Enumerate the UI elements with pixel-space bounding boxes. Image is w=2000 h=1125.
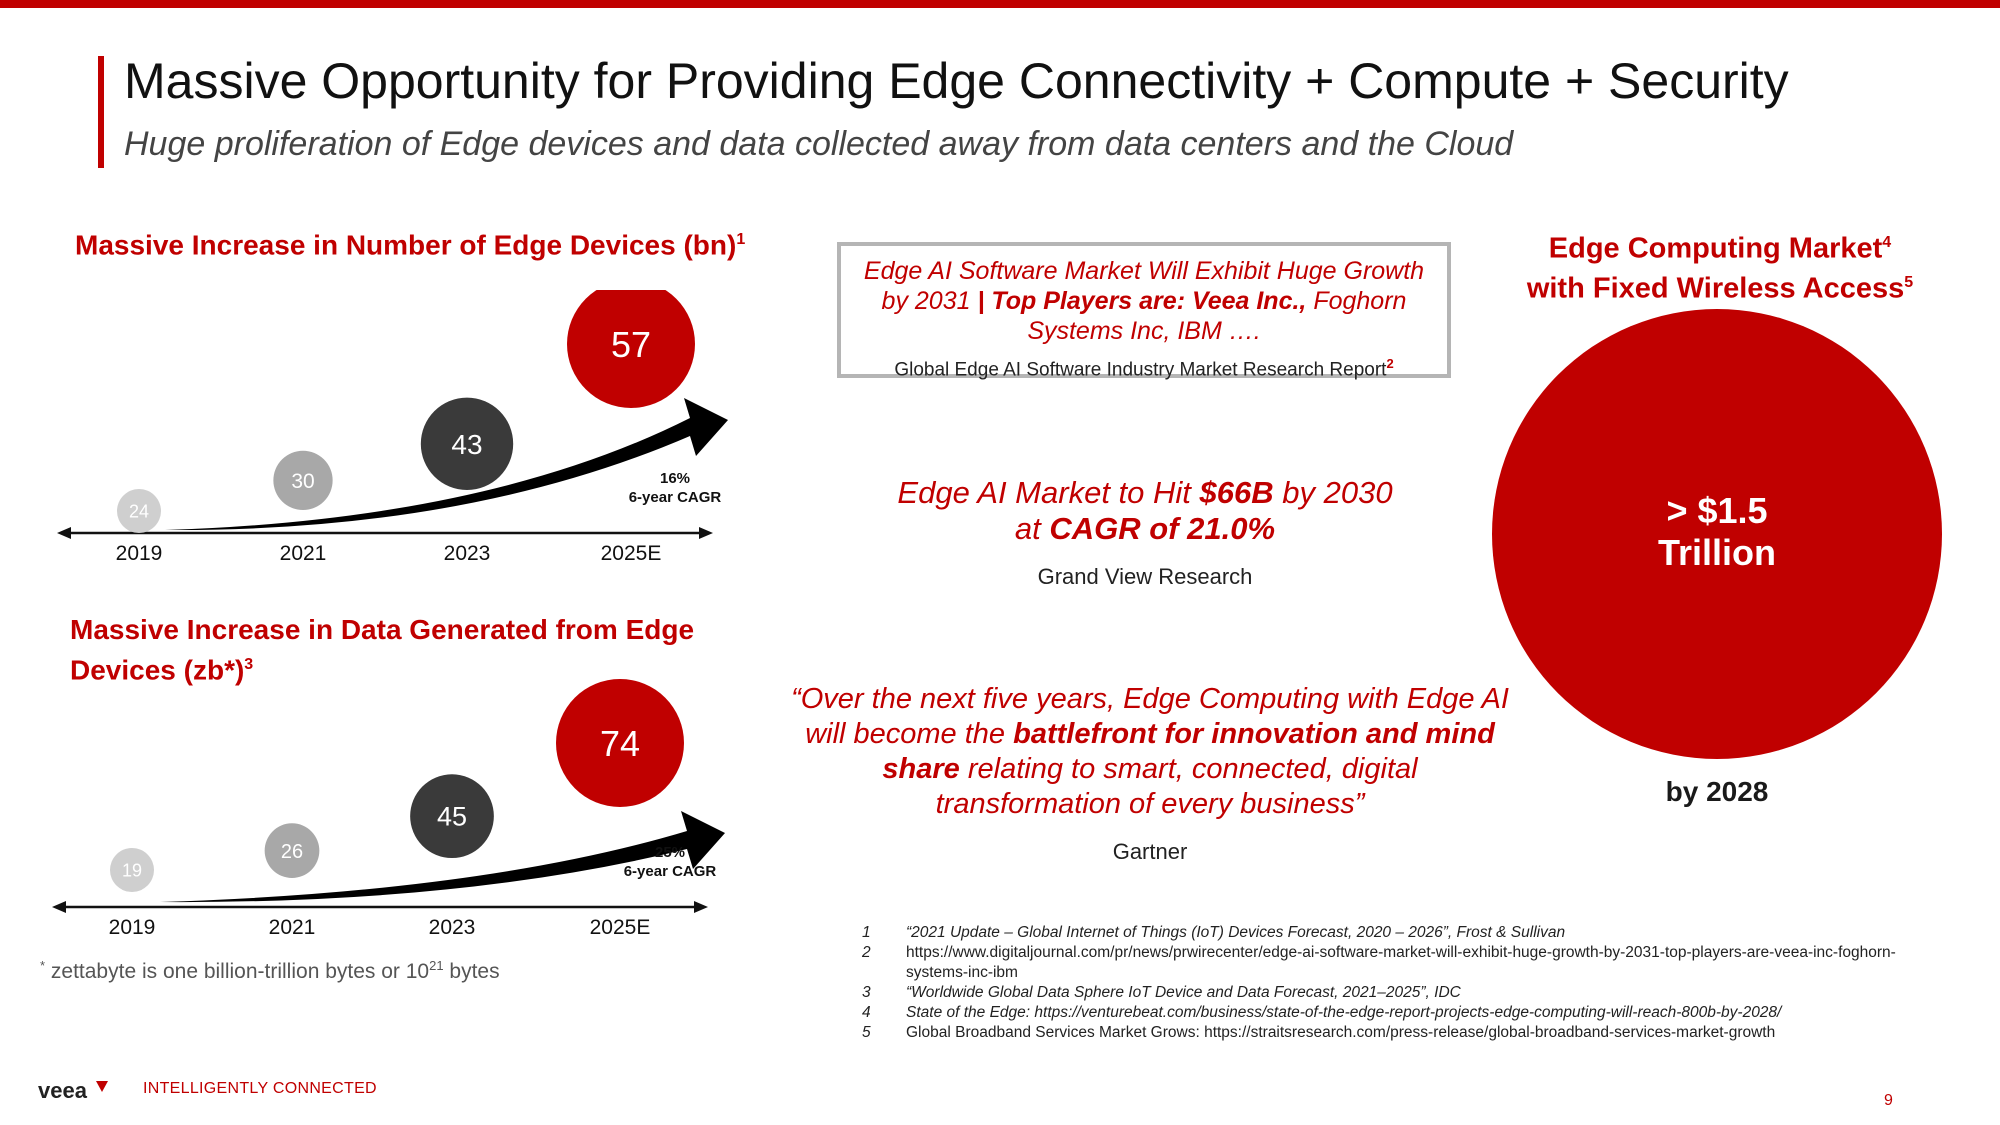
bubble-2019 [117,489,161,533]
year-label: 2019 [116,542,163,565]
cagr-value: 25% [655,844,685,861]
growth-arrow [165,398,728,531]
bubble-value-label: 57 [611,324,651,365]
zettabyte-footnote: * zettabyte is one billion-trillion byte… [40,958,500,983]
bubble-2021 [273,450,333,510]
references-list: 1 “2021 Update – Global Internet of Thing… [862,923,1942,1043]
reference-number: 5 [862,1024,871,1041]
chart-1-title: Massive Increase in Number of Edge Devic… [75,229,746,261]
year-label: 2023 [429,916,476,939]
reference-text: “2021 Update – Global Internet of Things… [906,924,1566,941]
reference-number: 4 [862,1004,871,1021]
bubble-value-label: 74 [600,723,640,764]
bubble-2023 [420,397,514,490]
bubble-value-label: 30 [291,470,314,493]
edge-market-title: Edge Computing Market4 with Fixed Wirele… [1526,232,1914,305]
cagr-label: 6-year CAGR [629,489,722,506]
bubble-2019 [110,848,154,892]
reference-text: Global Broadband Services Market Grows: … [906,1024,1776,1041]
chart-1: 24 2019 30 2021 43 2023 57 2025E 16% 6-year CAGR [57,290,728,565]
bubble-value-label: 26 [281,841,303,863]
edge-ai-software-quote: Edge AI Software Market Will Exhibit Hug… [863,257,1425,345]
year-label: 2023 [444,542,491,565]
page-number: 9 [1884,1092,1893,1109]
slide-subtitle: Huge proliferation of Edge devices and d… [124,125,1514,163]
svg-text:veea: veea [38,1078,88,1102]
reference-text: State of the Edge: https://venturebeat.c… [906,1004,1782,1021]
bubble-2023 [410,774,494,858]
bubble-value-label: 24 [129,501,149,521]
bubble-2025E [567,290,695,408]
growth-arrow [160,811,725,903]
footer-tagline: INTELLIGENTLY CONNECTED [143,1080,377,1097]
chart-2: 19 2019 26 2021 45 2023 74 2025E 25% 6-year CAGR [52,679,725,939]
reference-item: 3 “Worldwide Global Data Sphere IoT Devic… [862,983,1942,1003]
gartner-quote: “Over the next five years, Edge Computin… [790,682,1510,869]
bubble-value-label: 43 [451,429,482,460]
reference-text: “Worldwide Global Data Sphere IoT Device… [906,984,1461,1001]
cagr-label: 6-year CAGR [624,863,717,880]
bubble-2021 [264,823,320,878]
market-value-circle [1492,309,1942,759]
reference-text: https://www.digitaljournal.com/pr/news/p… [906,944,1896,981]
edge-ai-software-source: Global Edge AI Software Industry Market … [894,356,1394,381]
reference-number: 1 [862,924,871,941]
top-accent-bar [0,0,2000,8]
year-label: 2019 [109,916,156,939]
veea-logo: veea [38,1078,108,1102]
reference-item: 4 State of the Edge: https://venturebeat.… [862,1003,1942,1023]
cagr-value: 16% [660,470,690,487]
edge-ai-market-stat: Edge AI Market to Hit $66B by 2030 at CA… [880,475,1410,595]
year-label: 2021 [269,916,316,939]
reference-item: 2 https://www.digitaljournal.com/pr/news/… [862,943,1942,983]
gartner-source: Gartner [1112,839,1188,864]
slide-title: Massive Opportunity for Providing Edge C… [124,53,1789,109]
year-label: 2021 [280,542,327,565]
bubble-value-label: 45 [437,802,467,832]
title-accent-bar [98,56,104,168]
bubble-value-label: 19 [122,860,142,880]
reference-item: 1 “2021 Update – Global Internet of Thing… [862,923,1942,943]
market-by-year: by 2028 [1665,776,1769,807]
bubble-2025E [556,679,684,807]
year-label: 2025E [590,916,651,939]
reference-item: 5 Global Broadband Services Market Grows:… [862,1023,1942,1043]
reference-number: 2 [862,944,871,961]
market-value: > $1.5 Trillion [1657,490,1776,573]
chart-2-title: Massive Increase in Data Generated from … [70,614,695,686]
year-label: 2025E [601,542,662,565]
edge-ai-software-box: Edge AI Software Market Will Exhibit Hug… [837,242,1451,381]
reference-number: 3 [862,984,871,1001]
grand-view-source: Grand View Research [1037,564,1253,589]
